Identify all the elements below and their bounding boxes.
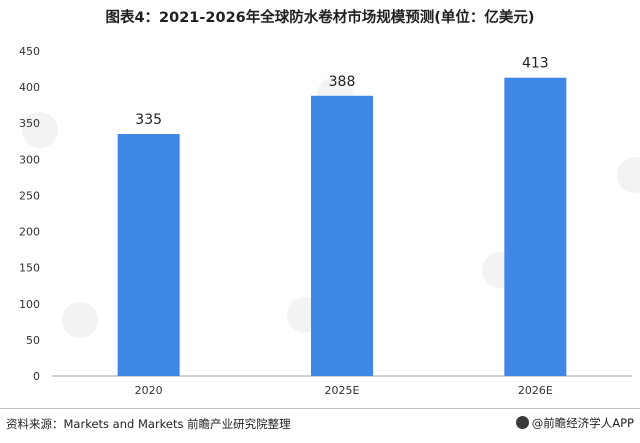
x-axis: 2020 2025E 2026E	[135, 384, 553, 397]
y-tick-label: 400	[19, 81, 40, 94]
bar-chart: 0 50 100 150 200 250 300 350 400 450 335 388 413 20…	[19, 45, 640, 397]
y-tick-label: 0	[33, 370, 40, 383]
footer: 资料来源：Markets and Markets 前瞻产业研究院整理 @前瞻经济…	[0, 408, 640, 443]
x-tick-label: 2025E	[325, 384, 360, 397]
data-label-2025E: 388	[329, 74, 356, 90]
data-label-2026E: 413	[522, 56, 549, 72]
attribution: @前瞻经济学人APP	[515, 415, 634, 431]
x-tick-label: 2020	[135, 384, 163, 397]
x-tick-label: 2026E	[518, 384, 553, 397]
bar-2025E	[311, 95, 373, 377]
bar-2020	[117, 134, 180, 376]
bars: 335 388 413	[117, 56, 567, 377]
y-tick-label: 50	[26, 334, 40, 347]
bar-2026E	[504, 77, 567, 376]
source-note: 资料来源：Markets and Markets 前瞻产业研究院整理	[6, 417, 291, 431]
y-tick-label: 350	[19, 117, 40, 130]
y-axis: 0 50 100 150 200 250 300 350 400 450	[19, 45, 40, 383]
y-tick-label: 200	[19, 226, 40, 239]
brand-logo-icon	[515, 416, 529, 429]
y-tick-label: 250	[19, 189, 40, 202]
attribution-text: @前瞻经济学人APP	[531, 416, 634, 430]
data-label-2020: 335	[135, 112, 162, 128]
chart-title: 图表4：2021-2026年全球防水卷材市场规模预测(单位：亿美元)	[105, 10, 535, 26]
y-tick-label: 100	[19, 298, 40, 311]
y-tick-label: 150	[19, 262, 40, 275]
y-tick-label: 450	[19, 45, 40, 58]
y-tick-label: 300	[19, 153, 40, 166]
